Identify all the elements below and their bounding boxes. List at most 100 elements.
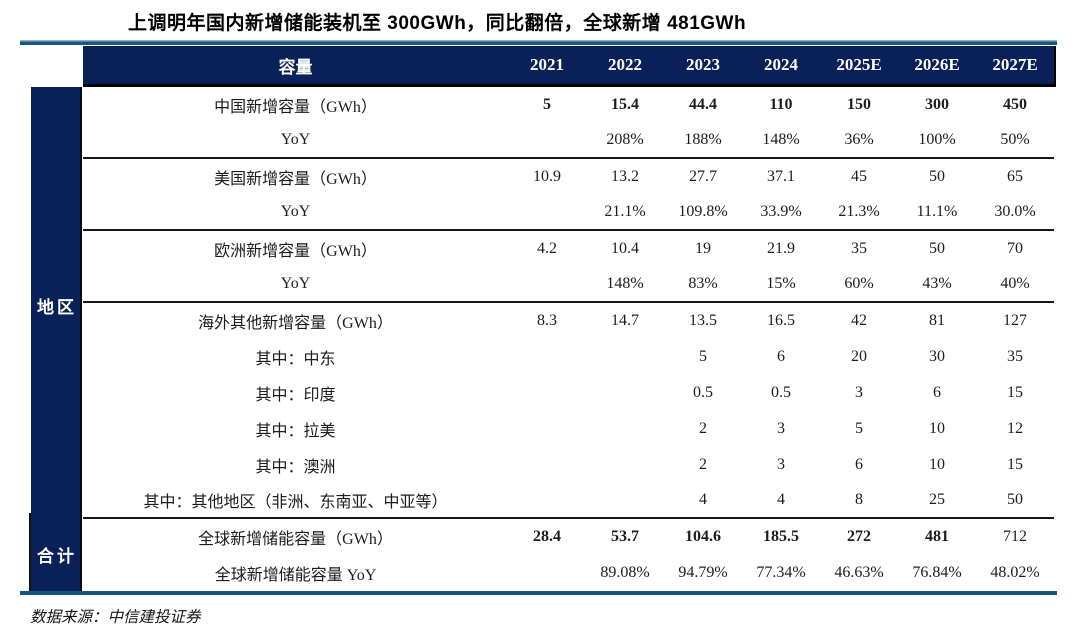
row-label: 其中：中东 [255, 351, 336, 368]
cell-value: 150 [847, 96, 871, 113]
cell-value: 188% [684, 131, 722, 148]
row-group-sidebar: 地区 合计 [29, 87, 82, 591]
table-row: YoY 208% 188% 148% 36% 100% 50% [83, 123, 1054, 159]
cell-value: 208% [606, 131, 644, 148]
cell-value: 5 [855, 420, 863, 437]
cell-value: 28.4 [533, 528, 561, 545]
cell-value: 0.5 [693, 384, 713, 401]
cell-value: 481 [925, 528, 949, 545]
cell-value: 10 [929, 456, 945, 473]
cell-value: 77.34% [756, 564, 806, 581]
cell-value: 27.7 [689, 168, 717, 185]
cell-value: 50% [1000, 131, 1030, 148]
cell-value: 43% [922, 275, 952, 292]
cell-value: 48.02% [990, 564, 1040, 581]
cell-value: 35 [851, 240, 867, 257]
cell-value: 5 [543, 96, 551, 113]
cell-value: 3 [855, 384, 863, 401]
cell-value: 10.4 [611, 240, 639, 257]
cell-value: 25 [929, 491, 945, 508]
row-label: 其中：印度 [255, 387, 336, 404]
data-source-note: 数据来源：中信建投证券 [30, 609, 201, 626]
row-label: YoY [280, 131, 311, 148]
cell-value: 13.5 [689, 312, 717, 329]
cell-value: 148% [762, 131, 800, 148]
cell-value: 14.7 [611, 312, 639, 329]
year-column-header: 2024 [764, 55, 798, 74]
cell-value: 148% [606, 275, 644, 292]
year-column-header: 2025E [836, 55, 882, 74]
row-label: 中国新增容量（GWh） [214, 99, 377, 116]
cell-value: 65 [1007, 168, 1023, 185]
bottom-divider-line [20, 591, 1057, 595]
table-row: 欧洲新增容量（GWh） 4.2 10.4 19 21.9 35 50 70 [83, 231, 1054, 267]
cell-value: 185.5 [763, 528, 799, 545]
cell-value: 15 [1007, 384, 1023, 401]
cell-value: 83% [688, 275, 718, 292]
table-row: 其中：印度 0.5 0.5 3 6 15 [83, 375, 1054, 411]
table-row: 中国新增容量（GWh） 5 15.4 44.4 110 150 300 450 [83, 87, 1054, 123]
table-body: 中国新增容量（GWh） 5 15.4 44.4 110 150 300 450 YoY 208% 1… [83, 87, 1054, 591]
cell-value: 33.9% [760, 203, 802, 220]
cell-value: 5 [699, 348, 707, 365]
cell-value: 36% [844, 131, 874, 148]
row-label: YoY [280, 275, 311, 292]
year-column-header: 2021 [530, 55, 564, 74]
row-group-label-region: 地区 [37, 298, 77, 317]
cell-value: 94.79% [678, 564, 728, 581]
cell-value: 21.9 [767, 240, 795, 257]
row-label: 美国新增容量（GWh） [214, 171, 377, 188]
cell-value: 50 [929, 168, 945, 185]
year-column-header: 2023 [686, 55, 720, 74]
year-column-header: 2027E [992, 55, 1038, 74]
cell-value: 272 [847, 528, 871, 545]
cell-value: 8 [855, 491, 863, 508]
table-row: 其中：中东 5 6 20 30 35 [83, 339, 1054, 375]
row-label: 其中：其他地区（非洲、东南亚、中亚等） [143, 494, 448, 511]
table-row: 美国新增容量（GWh） 10.9 13.2 27.7 37.1 45 50 65 [83, 159, 1054, 195]
row-group-label-total: 合计 [37, 547, 77, 566]
row-label: YoY [280, 203, 311, 220]
cell-value: 6 [777, 348, 785, 365]
cell-value: 37.1 [767, 168, 795, 185]
cell-value: 76.84% [912, 564, 962, 581]
cell-value: 6 [933, 384, 941, 401]
cell-value: 4 [777, 491, 785, 508]
cell-value: 21.3% [838, 203, 880, 220]
cell-value: 12 [1007, 420, 1023, 437]
cell-value: 15 [1007, 456, 1023, 473]
top-divider-line [20, 40, 1057, 45]
cell-value: 2 [699, 456, 707, 473]
table-row: 其中：澳洲 2 3 6 10 15 [83, 447, 1054, 483]
cell-value: 4 [699, 491, 707, 508]
table-row: YoY 21.1% 109.8% 33.9% 21.3% 11.1% 30.0% [83, 195, 1054, 231]
cell-value: 42 [851, 312, 867, 329]
cell-value: 13.2 [611, 168, 639, 185]
table-row: 其中：拉美 2 3 5 10 12 [83, 411, 1054, 447]
cell-value: 15% [766, 275, 796, 292]
cell-value: 50 [1007, 491, 1023, 508]
cell-value: 100% [918, 131, 956, 148]
table-row: 全球新增储能容量 YoY 89.08% 94.79% 77.34% 46.63% 76.8… [83, 555, 1054, 591]
cell-value: 109.8% [678, 203, 728, 220]
cell-value: 89.08% [600, 564, 650, 581]
cell-value: 2 [699, 420, 707, 437]
row-label: 其中：澳洲 [255, 459, 336, 476]
cell-value: 81 [929, 312, 945, 329]
table-row: 海外其他新增容量（GWh） 8.3 14.7 13.5 16.5 42 81 127 [83, 303, 1054, 339]
cell-value: 35 [1007, 348, 1023, 365]
row-label: 其中：拉美 [255, 423, 336, 440]
cell-value: 50 [929, 240, 945, 257]
cell-value: 19 [695, 240, 711, 257]
table-header-row: 容量 2021 2022 2023 2024 2025E 2026E 2027E [83, 46, 1056, 87]
cell-value: 104.6 [685, 528, 721, 545]
cell-value: 40% [1000, 275, 1030, 292]
cell-value: 4.2 [537, 240, 557, 257]
cell-value: 110 [769, 96, 793, 113]
table-row: YoY 148% 83% 15% 60% 43% 40% [83, 267, 1054, 303]
cell-value: 53.7 [611, 528, 639, 545]
capacity-column-header: 容量 [278, 57, 313, 77]
cell-value: 10 [929, 420, 945, 437]
cell-value: 30 [929, 348, 945, 365]
